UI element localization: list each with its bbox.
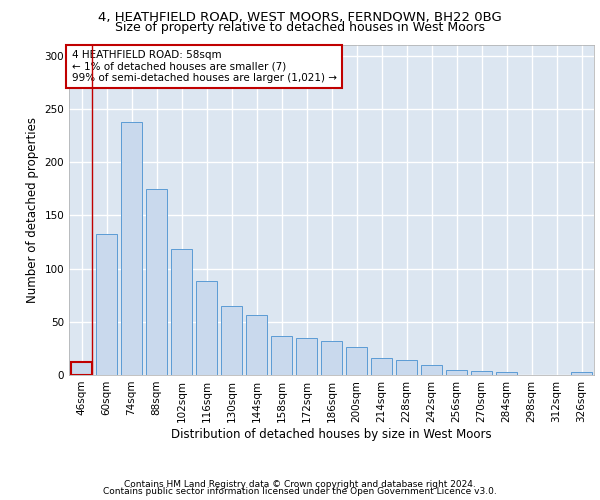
Bar (346, 348, 367, 375)
Bar (496, 372, 517, 375)
X-axis label: Distribution of detached houses by size in West Moors: Distribution of detached houses by size … (171, 428, 492, 440)
Bar (246, 316, 267, 375)
Text: 4 HEATHFIELD ROAD: 58sqm
← 1% of detached houses are smaller (7)
99% of semi-det: 4 HEATHFIELD ROAD: 58sqm ← 1% of detache… (71, 50, 337, 83)
Bar (296, 338, 317, 375)
Bar (171, 250, 192, 375)
Text: Contains HM Land Registry data © Crown copyright and database right 2024.: Contains HM Land Registry data © Crown c… (124, 480, 476, 489)
Bar (446, 370, 467, 375)
Bar (321, 341, 342, 375)
Text: Contains public sector information licensed under the Open Government Licence v3: Contains public sector information licen… (103, 487, 497, 496)
Bar (146, 188, 167, 375)
Text: Size of property relative to detached houses in West Moors: Size of property relative to detached ho… (115, 21, 485, 34)
Bar (71, 362, 92, 375)
Bar (571, 372, 592, 375)
Bar (221, 306, 242, 375)
Bar (471, 370, 492, 375)
Bar (121, 122, 142, 375)
Bar (96, 234, 117, 375)
Y-axis label: Number of detached properties: Number of detached properties (26, 117, 39, 303)
Bar (371, 358, 392, 375)
Bar (271, 336, 292, 375)
Bar (421, 366, 442, 375)
Bar (196, 282, 217, 375)
Text: 4, HEATHFIELD ROAD, WEST MOORS, FERNDOWN, BH22 0BG: 4, HEATHFIELD ROAD, WEST MOORS, FERNDOWN… (98, 11, 502, 24)
Bar (396, 360, 417, 375)
